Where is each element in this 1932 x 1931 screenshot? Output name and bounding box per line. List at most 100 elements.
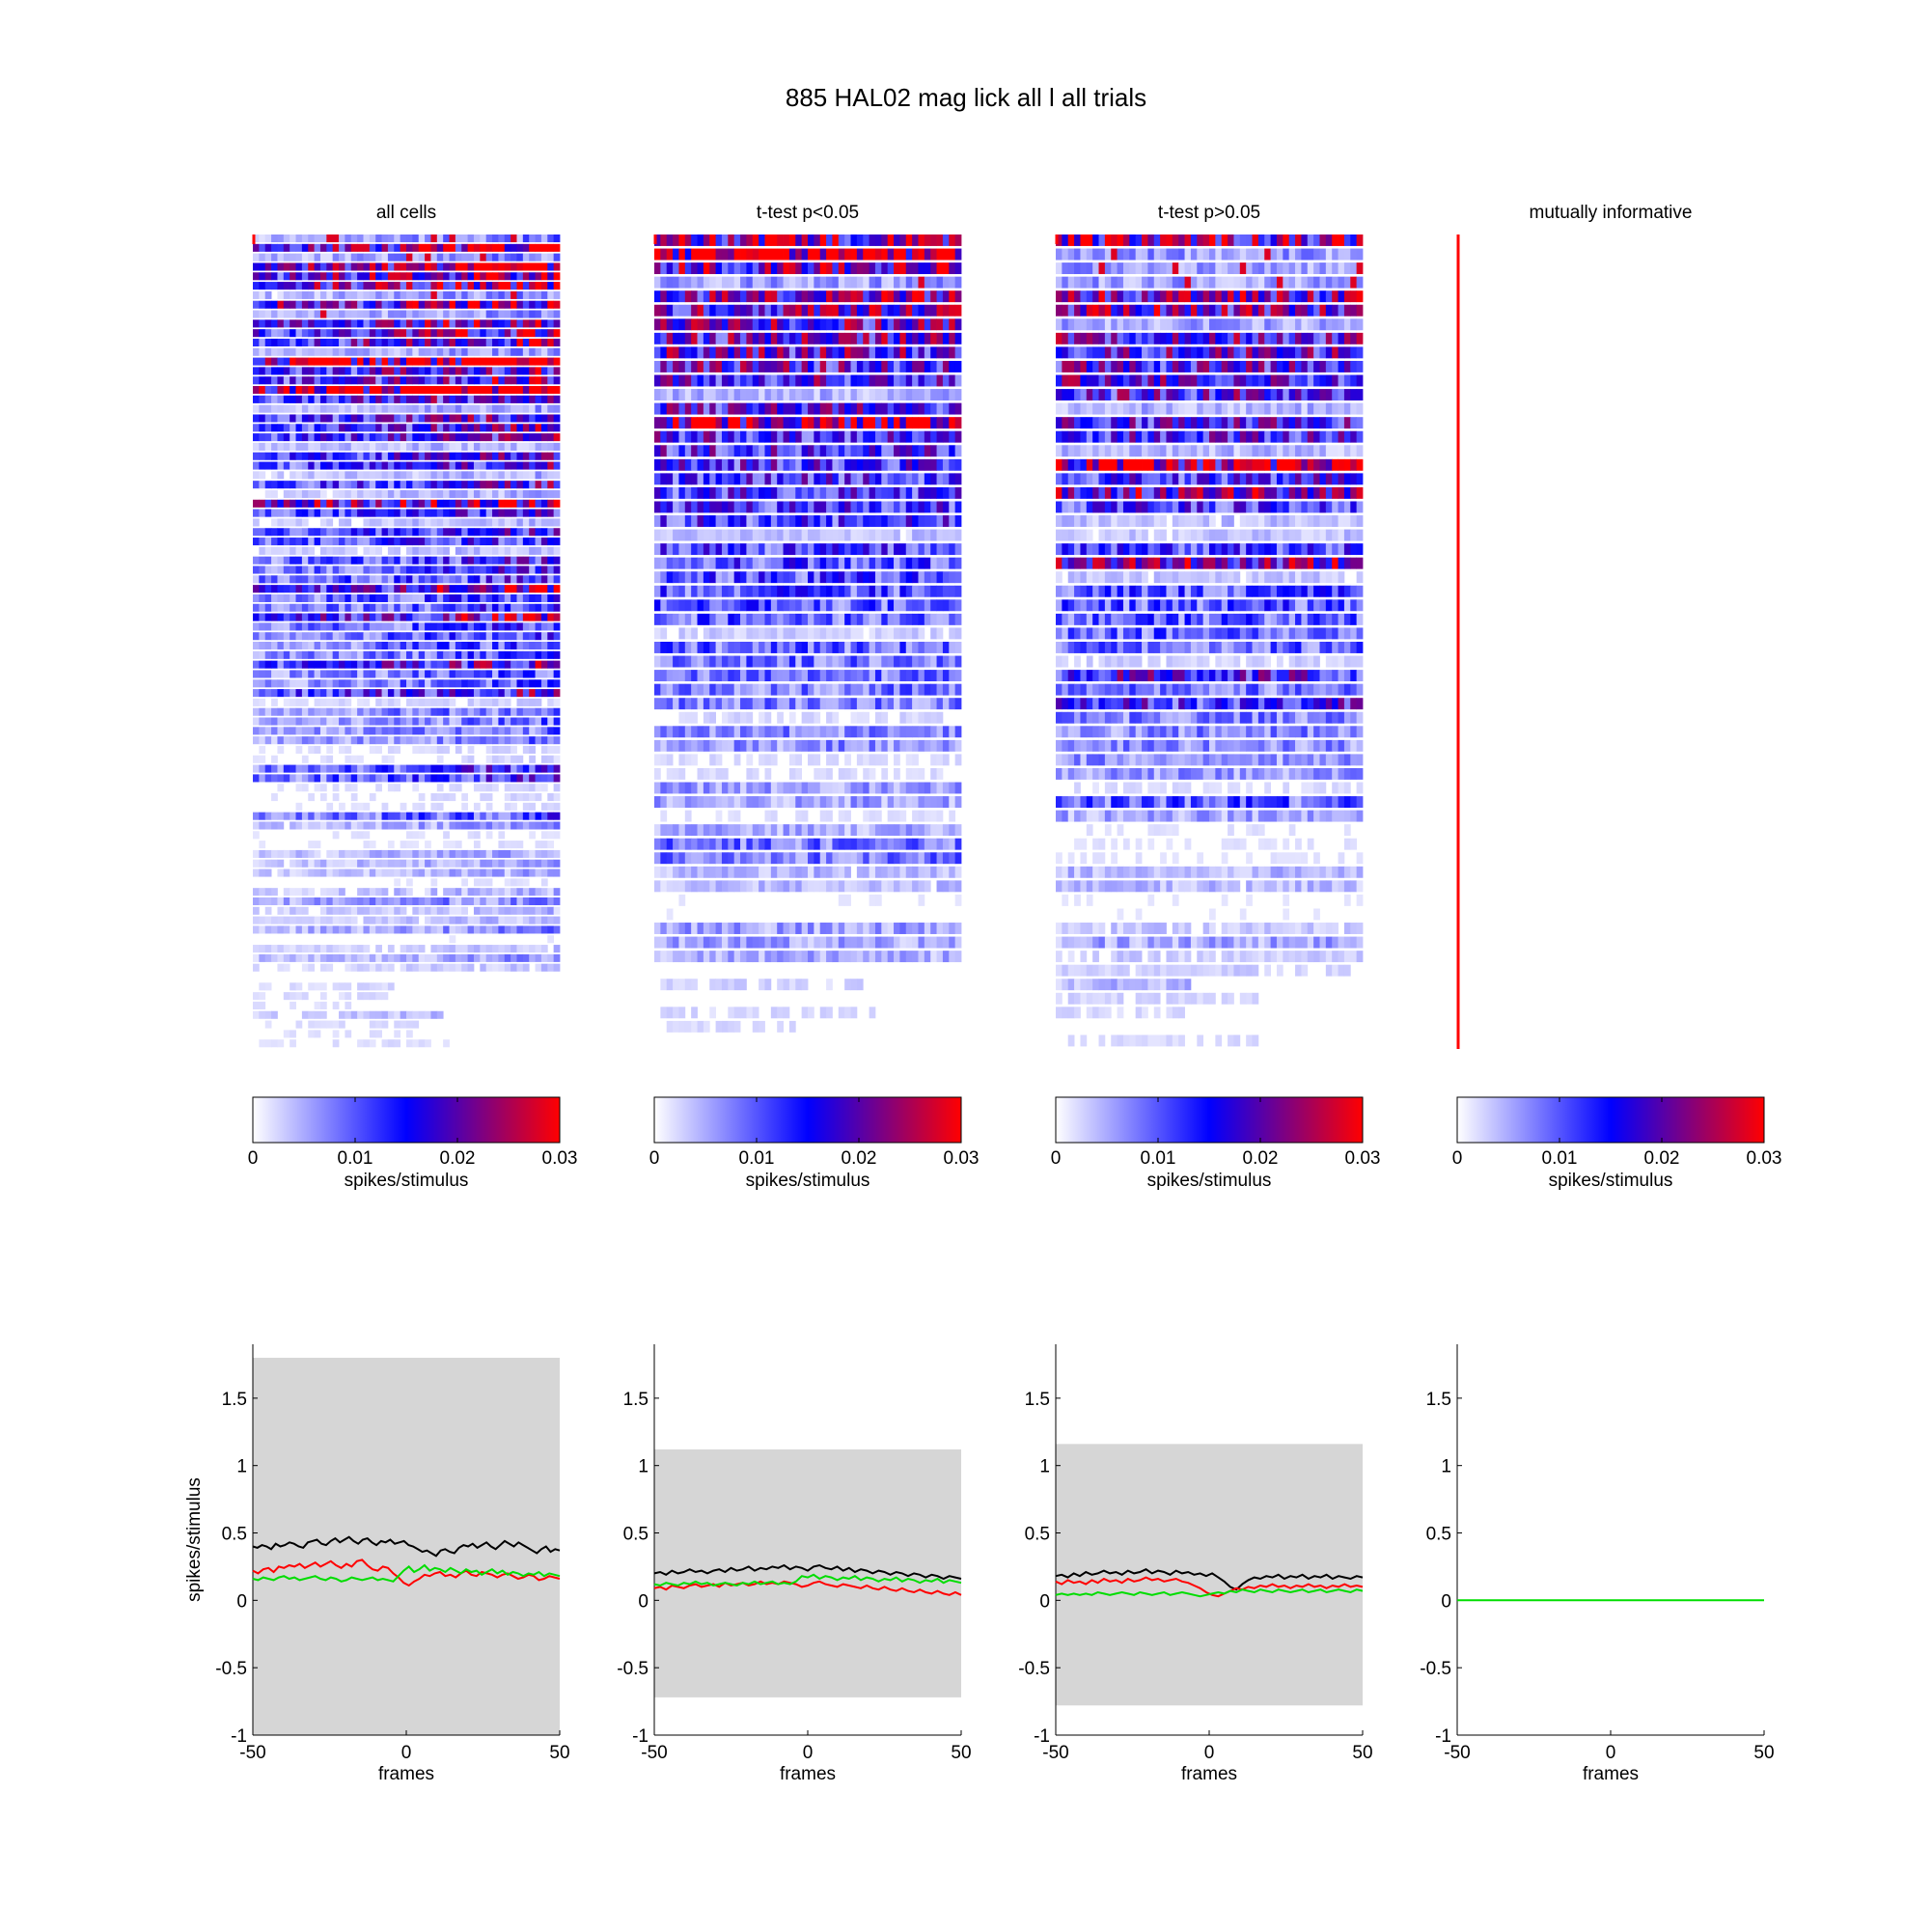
heatmap-cell [473, 650, 481, 659]
heatmap-cell [357, 859, 364, 868]
heatmap-cell [277, 1039, 285, 1048]
heatmap-cell [449, 452, 456, 460]
heatmap-cell [547, 338, 555, 346]
heatmap-cell [788, 234, 796, 246]
heatmap-cell [406, 367, 413, 375]
heatmap-cell [455, 632, 462, 641]
heatmap-cell [801, 346, 809, 359]
heatmap-cell [387, 538, 395, 546]
heatmap-cell [253, 755, 260, 763]
heatmap-cell [540, 784, 548, 792]
heatmap-cell [553, 869, 561, 877]
heatmap-cell [660, 360, 668, 372]
heatmap-cell [301, 679, 309, 688]
heatmap-cell [264, 670, 272, 678]
heatmap-cell [345, 982, 352, 991]
heatmap-cell [332, 953, 340, 962]
heatmap-cell [924, 360, 931, 372]
heatmap-cell [430, 367, 438, 375]
heatmap-cell [777, 318, 784, 331]
heatmap-cell [381, 262, 389, 271]
heatmap-cell [301, 642, 309, 650]
heatmap-cell [795, 585, 803, 597]
heatmap-cell [381, 386, 389, 395]
heatmap-cell [375, 603, 382, 612]
heatmap-cell [492, 585, 499, 593]
heatmap-cell [522, 727, 530, 735]
heatmap-cell [529, 499, 536, 508]
heatmap-cell [283, 357, 290, 366]
heatmap-cell [387, 585, 395, 593]
heatmap-cell [455, 736, 462, 745]
heatmap-cell [553, 963, 561, 972]
heatmap-cell [936, 318, 944, 331]
heatmap-cell [511, 869, 517, 877]
heatmap-cell [874, 248, 882, 261]
heatmap-cell [314, 585, 321, 593]
heatmap-cell [319, 329, 327, 338]
heatmap-cell [788, 318, 796, 331]
heatmap-cell [740, 262, 747, 275]
heatmap-cell [418, 272, 426, 281]
heatmap-cell [332, 1039, 340, 1048]
heatmap-cell [345, 632, 352, 641]
heatmap-cell [691, 290, 698, 303]
heatmap-cell [400, 679, 407, 688]
heatmap-cell [314, 821, 321, 830]
heatmap-cell [869, 486, 876, 499]
heatmap-cell [887, 543, 895, 556]
heatmap-cell [345, 593, 352, 602]
heatmap-cell [856, 571, 864, 584]
heatmap-cell [345, 585, 352, 593]
heatmap-cell [443, 841, 450, 849]
heatmap-cell [814, 304, 821, 317]
heatmap-cell [485, 793, 493, 802]
heatmap-cell [764, 262, 772, 275]
heatmap-cell [326, 481, 334, 489]
heatmap-cell [290, 707, 296, 716]
heatmap-cell [801, 571, 809, 584]
heatmap-cell [381, 538, 389, 546]
heatmap-cell [375, 745, 382, 754]
heatmap-cell [752, 417, 759, 429]
heatmap-cell [924, 515, 931, 527]
heatmap-cell [363, 953, 371, 962]
heatmap-cell [350, 452, 358, 460]
heatmap-cell [271, 953, 278, 962]
heatmap-cell [259, 262, 266, 271]
heatmap-cell [492, 575, 499, 584]
heatmap-cell [905, 571, 913, 584]
heatmap-cell [492, 736, 499, 745]
heatmap-cell [467, 528, 475, 537]
heatmap-cell [511, 774, 517, 783]
heatmap-cell [290, 727, 296, 735]
heatmap-cell [461, 717, 468, 726]
heatmap-cell [535, 546, 542, 555]
heatmap-cell [660, 402, 668, 415]
heatmap-cell [345, 727, 352, 735]
heatmap-cell [350, 538, 358, 546]
heatmap-cell [412, 546, 420, 555]
heatmap-cell [277, 310, 285, 318]
heatmap-cell [912, 473, 919, 485]
heatmap-cell [277, 745, 285, 754]
heatmap-cell [795, 543, 803, 556]
heatmap-cell [535, 821, 542, 830]
heatmap-cell [339, 622, 345, 631]
heatmap-cell [924, 445, 931, 457]
heatmap-cell [480, 329, 487, 338]
heatmap-cell [949, 402, 956, 415]
heatmap-cell [271, 764, 278, 773]
heatmap-cell [547, 632, 555, 641]
heatmap-cell [350, 632, 358, 641]
heatmap-cell [425, 707, 431, 716]
heatmap-cell [425, 585, 431, 593]
heatmap-cell [485, 849, 493, 858]
heatmap-cell [326, 471, 334, 480]
heatmap-cell [436, 481, 444, 489]
heatmap-cell [455, 660, 462, 669]
heatmap-cell [535, 442, 542, 451]
heatmap-cell [461, 859, 468, 868]
heatmap-cell [540, 566, 548, 574]
heatmap-cell [654, 276, 661, 289]
